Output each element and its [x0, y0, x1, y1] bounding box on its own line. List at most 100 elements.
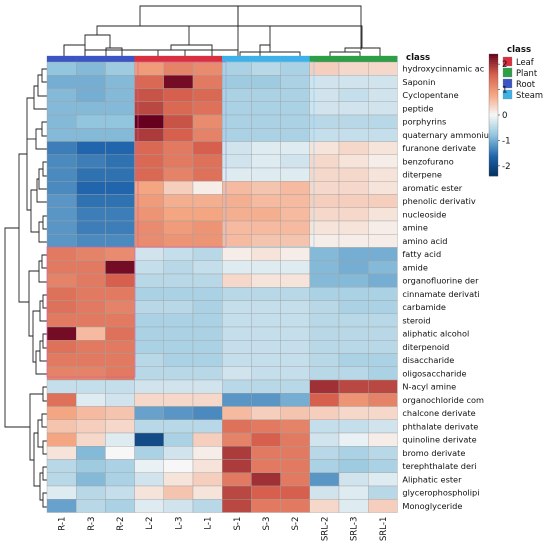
heatmap-cell[interactable] [105, 393, 135, 407]
heatmap-cell[interactable] [338, 154, 369, 169]
heatmap-cell[interactable] [221, 300, 252, 314]
heatmap-cell[interactable] [192, 154, 223, 169]
heatmap-cell[interactable] [163, 459, 194, 473]
heatmap-cell[interactable] [309, 326, 340, 341]
heatmap-cell[interactable] [368, 340, 398, 354]
heatmap-cell[interactable] [368, 114, 398, 129]
heatmap-cell[interactable] [368, 260, 398, 275]
heatmap-cell[interactable] [280, 128, 311, 142]
heatmap-cell[interactable] [192, 234, 223, 248]
heatmap-cell[interactable] [46, 207, 77, 222]
heatmap-cell[interactable] [134, 379, 165, 394]
heatmap-cell[interactable] [338, 167, 369, 182]
heatmap-cell[interactable] [338, 419, 369, 434]
heatmap-cell[interactable] [134, 88, 165, 102]
heatmap-cell[interactable] [280, 287, 311, 301]
heatmap-cell[interactable] [280, 406, 311, 420]
heatmap-cell[interactable] [163, 499, 194, 513]
heatmap-cell[interactable] [338, 406, 369, 420]
heatmap-cell[interactable] [163, 379, 194, 394]
heatmap-cell[interactable] [251, 154, 281, 169]
heatmap-cell[interactable] [105, 446, 135, 460]
heatmap-cell[interactable] [368, 141, 398, 155]
heatmap-cell[interactable] [338, 472, 369, 487]
heatmap-cell[interactable] [251, 406, 281, 420]
heatmap-cell[interactable] [105, 75, 135, 89]
heatmap-cell[interactable] [134, 432, 165, 447]
heatmap-cell[interactable] [368, 194, 398, 208]
heatmap-cell[interactable] [221, 419, 252, 434]
heatmap-cell[interactable] [192, 459, 223, 473]
heatmap-cell[interactable] [163, 353, 194, 367]
heatmap-cell[interactable] [280, 141, 311, 155]
heatmap-cell[interactable] [368, 101, 398, 116]
heatmap-cell[interactable] [163, 340, 194, 354]
heatmap-cell[interactable] [134, 340, 165, 354]
heatmap-cell[interactable] [46, 114, 77, 129]
heatmap-cell[interactable] [192, 340, 223, 354]
heatmap-cell[interactable] [134, 167, 165, 182]
heatmap-cell[interactable] [221, 313, 252, 328]
heatmap-cell[interactable] [46, 167, 77, 182]
heatmap-cell[interactable] [46, 353, 77, 367]
heatmap-cell[interactable] [75, 61, 106, 76]
heatmap-cell[interactable] [105, 485, 135, 500]
heatmap-cell[interactable] [280, 300, 311, 314]
heatmap-cell[interactable] [134, 499, 165, 513]
heatmap-cell[interactable] [251, 287, 281, 301]
heatmap-cell[interactable] [163, 300, 194, 314]
heatmap-cell[interactable] [192, 300, 223, 314]
heatmap-cell[interactable] [134, 393, 165, 407]
heatmap-cell[interactable] [46, 340, 77, 354]
heatmap-cell[interactable] [134, 273, 165, 288]
heatmap-cell[interactable] [368, 313, 398, 328]
heatmap-cell[interactable] [105, 101, 135, 116]
heatmap-cell[interactable] [251, 114, 281, 129]
heatmap-cell[interactable] [192, 499, 223, 513]
heatmap-cell[interactable] [338, 61, 369, 76]
heatmap-cell[interactable] [251, 485, 281, 500]
heatmap-cell[interactable] [309, 260, 340, 275]
heatmap-cell[interactable] [134, 326, 165, 341]
heatmap-cell[interactable] [338, 141, 369, 155]
heatmap-cell[interactable] [368, 61, 398, 76]
heatmap-cell[interactable] [46, 247, 77, 261]
heatmap-cell[interactable] [309, 379, 340, 394]
heatmap-cell[interactable] [105, 154, 135, 169]
heatmap-cell[interactable] [280, 260, 311, 275]
heatmap-cell[interactable] [75, 393, 106, 407]
heatmap-cell[interactable] [163, 114, 194, 129]
heatmap-cell[interactable] [368, 472, 398, 487]
heatmap-cell[interactable] [221, 154, 252, 169]
heatmap-cell[interactable] [105, 61, 135, 76]
heatmap-cell[interactable] [75, 313, 106, 328]
heatmap-cell[interactable] [280, 273, 311, 288]
heatmap-cell[interactable] [192, 432, 223, 447]
heatmap-cell[interactable] [368, 287, 398, 301]
heatmap-cell[interactable] [192, 207, 223, 222]
heatmap-cell[interactable] [338, 340, 369, 354]
heatmap-cell[interactable] [105, 499, 135, 513]
heatmap-cell[interactable] [46, 485, 77, 500]
heatmap-cell[interactable] [105, 340, 135, 354]
heatmap-cell[interactable] [280, 459, 311, 473]
heatmap-cell[interactable] [46, 154, 77, 169]
heatmap-cell[interactable] [368, 326, 398, 341]
heatmap-cell[interactable] [368, 393, 398, 407]
heatmap-cell[interactable] [221, 75, 252, 89]
heatmap-cell[interactable] [75, 194, 106, 208]
heatmap-cell[interactable] [221, 485, 252, 500]
heatmap-cell[interactable] [338, 234, 369, 248]
heatmap-cell[interactable] [280, 154, 311, 169]
heatmap-cell[interactable] [134, 472, 165, 487]
heatmap-cell[interactable] [163, 485, 194, 500]
heatmap-cell[interactable] [46, 393, 77, 407]
heatmap-cell[interactable] [163, 393, 194, 407]
heatmap-cell[interactable] [75, 114, 106, 129]
heatmap-cell[interactable] [280, 207, 311, 222]
heatmap-cell[interactable] [368, 419, 398, 434]
heatmap-cell[interactable] [75, 181, 106, 195]
heatmap-cell[interactable] [163, 432, 194, 447]
heatmap-cell[interactable] [368, 485, 398, 500]
heatmap-cell[interactable] [338, 247, 369, 261]
